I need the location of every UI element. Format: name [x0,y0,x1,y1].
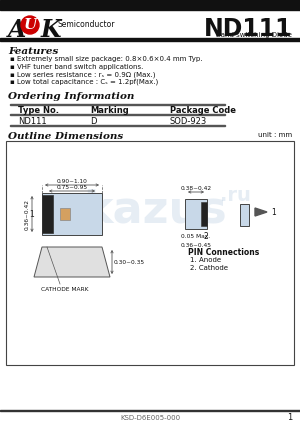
Bar [240,204,249,226]
Text: unit : mm: unit : mm [258,132,292,138]
Text: Package Code: Package Code [170,106,236,115]
Text: ND111: ND111 [18,117,46,126]
Text: Features: Features [8,47,59,56]
Text: 2. Cathode: 2. Cathode [190,265,228,271]
Bar [185,199,207,229]
Text: 0.90~1.10: 0.90~1.10 [57,178,87,184]
Text: 0.05 Max.: 0.05 Max. [182,234,211,239]
Bar [42,195,53,233]
Text: ND111: ND111 [203,17,292,41]
Bar [6,141,294,365]
Polygon shape [34,247,110,277]
Text: Marking: Marking [90,106,129,115]
Bar [0,38,300,41]
Text: KSD-D6E005-000: KSD-D6E005-000 [120,415,180,421]
Text: 1: 1 [29,210,34,218]
Text: ▪ VHF tuner band switch applications.: ▪ VHF tuner band switch applications. [10,63,143,70]
Text: ▪ Low total capacitance : Cₛ = 1.2pf(Max.): ▪ Low total capacitance : Cₛ = 1.2pf(Max… [10,79,158,85]
Text: 0.36~0.45: 0.36~0.45 [181,243,212,248]
Text: Band switching Diode: Band switching Diode [216,32,292,38]
Text: 1. Anode: 1. Anode [190,257,221,263]
Bar [42,193,102,235]
Text: kazus: kazus [83,189,227,232]
Bar [10,104,225,105]
Text: A: A [8,18,26,42]
Text: Ordering Information: Ordering Information [8,92,134,101]
Text: 0.30~0.35: 0.30~0.35 [114,260,145,264]
Bar [60,208,70,220]
Polygon shape [255,208,267,216]
Bar [0,0,300,10]
Text: 0.36~0.42: 0.36~0.42 [25,198,30,230]
Text: 1: 1 [287,414,292,422]
Text: 1: 1 [271,207,276,216]
Text: ▪ Low series resistance : rₛ = 0.9Ω (Max.): ▪ Low series resistance : rₛ = 0.9Ω (Max… [10,71,155,77]
Text: Type No.: Type No. [18,106,59,115]
Bar [201,202,207,226]
Text: CATHODE MARK: CATHODE MARK [41,287,89,292]
Text: 0.75~0.95: 0.75~0.95 [56,184,88,190]
Bar [10,125,225,126]
Text: 0.38~0.42: 0.38~0.42 [180,185,211,190]
Bar [10,114,225,115]
Text: PIN Connections: PIN Connections [188,248,259,257]
Bar [0,410,300,411]
Text: ▪ Extremely small size package: 0.8×0.6×0.4 mm Typ.: ▪ Extremely small size package: 0.8×0.6×… [10,56,202,62]
Text: Outline Dimensions: Outline Dimensions [8,132,123,141]
Circle shape [21,16,39,34]
Text: .ru: .ru [220,185,251,204]
Text: SOD-923: SOD-923 [170,117,207,126]
Text: K: K [41,18,61,42]
Text: Semiconductor: Semiconductor [58,20,116,28]
Text: D: D [90,117,97,126]
Text: 2: 2 [204,232,208,241]
Text: U: U [23,18,37,32]
